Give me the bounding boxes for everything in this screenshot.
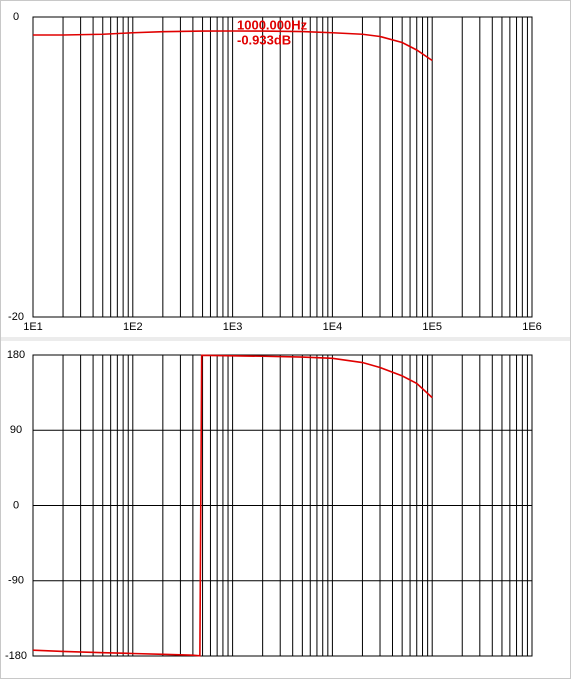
annotation: -0.933dB	[237, 32, 291, 47]
x-tick-label: 1E3	[223, 321, 243, 333]
x-tick-label: 1E4	[323, 321, 343, 333]
y-tick-label: 0	[13, 499, 19, 511]
x-tick-label: 1E2	[123, 321, 143, 333]
annotation: 1000.000Hz	[237, 17, 308, 32]
separator	[1, 337, 570, 341]
y-tick-label: -180	[5, 650, 27, 662]
y-tick-label: 0	[13, 11, 19, 23]
x-tick-label: 1E1	[23, 321, 43, 333]
x-tick-label: 1E6	[522, 321, 542, 333]
x-tick-label: 1E5	[422, 321, 442, 333]
y-tick-label: -20	[8, 311, 24, 323]
data-line	[33, 30, 433, 62]
y-tick-label: 90	[10, 424, 22, 436]
y-tick-label: -90	[8, 575, 24, 587]
data-line	[32, 354, 433, 657]
y-tick-label: 180	[7, 349, 25, 361]
plot-area	[32, 16, 533, 318]
